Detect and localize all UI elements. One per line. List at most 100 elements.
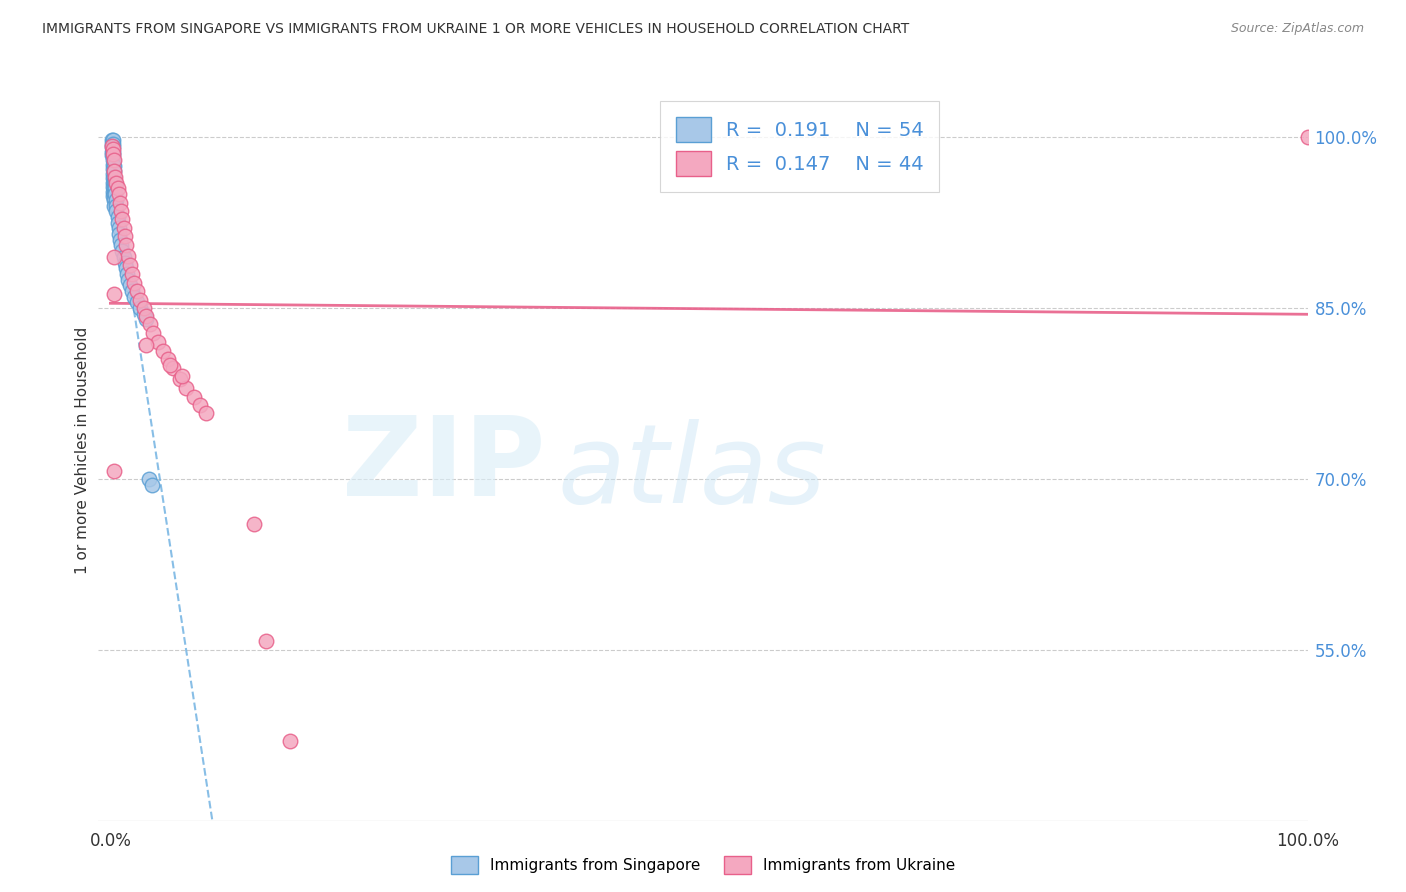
Point [132,307,155,321]
Legend: Immigrants from Singapore, Immigrants from Ukraine: Immigrants from Singapore, Immigrants fr… [444,850,962,880]
Point [243,517,266,532]
Point [104,176,127,190]
Point [107,187,129,202]
Point [101,153,124,167]
Point [101,176,124,190]
Point [156,352,179,367]
Point [101,185,124,199]
Point [108,233,131,247]
Text: atlas: atlas [558,419,827,526]
Point [112,250,135,264]
Point [125,284,148,298]
Point [101,132,124,146]
Point [103,193,125,207]
Point [278,734,301,748]
Point [100,132,122,146]
Point [101,189,124,203]
Point [101,167,124,181]
Point [103,250,125,264]
Point [101,142,124,156]
Point [101,148,124,162]
Point [105,198,128,212]
Point [124,290,146,304]
Point [100,140,122,154]
Point [1296,130,1319,145]
Point [135,309,157,323]
Point [172,369,194,384]
Point [100,139,122,153]
Point [104,187,127,202]
Point [101,162,124,177]
Point [174,381,197,395]
Point [117,272,139,286]
Point [141,477,163,491]
Point [101,180,124,194]
Point [115,267,138,281]
Point [135,337,157,351]
Point [107,221,129,235]
Point [103,198,125,212]
Point [107,227,129,241]
Point [103,181,125,195]
Y-axis label: 1 or more Vehicles in Household: 1 or more Vehicles in Household [75,326,90,574]
Point [101,171,124,186]
Point [104,181,127,195]
Legend: R =  0.191    N = 54, R =  0.147    N = 44: R = 0.191 N = 54, R = 0.147 N = 44 [659,101,939,192]
Point [103,164,125,178]
Point [159,358,181,372]
Point [103,170,125,185]
Point [101,157,124,171]
Point [100,145,122,159]
Point [115,238,138,252]
Point [107,216,129,230]
Point [254,633,277,648]
Point [112,221,135,235]
Point [169,372,191,386]
Point [108,196,131,211]
Point [101,140,124,154]
Point [121,284,143,298]
Text: ZIP: ZIP [343,412,546,519]
Point [101,147,124,161]
Point [103,164,125,178]
Point [148,335,170,350]
Point [101,145,124,159]
Point [132,301,155,315]
Point [125,295,148,310]
Text: Source: ZipAtlas.com: Source: ZipAtlas.com [1230,22,1364,36]
Point [105,193,128,207]
Point [135,312,157,326]
Point [101,137,124,152]
Point [124,276,146,290]
Point [105,204,128,219]
Point [107,181,129,195]
Point [114,255,136,269]
Point [138,472,160,486]
Point [103,187,125,202]
Point [103,287,125,301]
Point [103,176,125,190]
Point [110,238,132,252]
Point [183,390,205,404]
Point [188,398,211,412]
Point [117,249,139,263]
Point [110,204,132,219]
Point [103,464,125,478]
Point [114,229,136,244]
Text: IMMIGRANTS FROM SINGAPORE VS IMMIGRANTS FROM UKRAINE 1 OR MORE VEHICLES IN HOUSE: IMMIGRANTS FROM SINGAPORE VS IMMIGRANTS … [42,22,910,37]
Point [118,258,141,272]
Point [162,361,184,376]
Point [118,278,141,293]
Point [142,326,165,340]
Point [104,170,127,185]
Point [111,244,134,259]
Point [129,301,152,315]
Point [103,153,125,167]
Point [121,267,143,281]
Point [195,406,218,420]
Point [107,210,129,224]
Point [103,159,125,173]
Point [129,293,152,307]
Point [115,261,138,276]
Point [100,137,122,152]
